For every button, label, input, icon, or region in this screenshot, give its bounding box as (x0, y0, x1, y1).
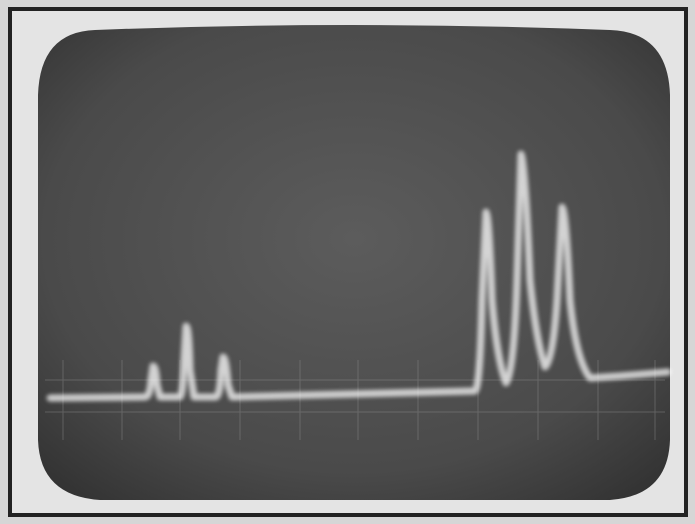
oscilloscope-photo (0, 0, 695, 524)
page (0, 0, 695, 524)
crt-screen (38, 25, 670, 500)
